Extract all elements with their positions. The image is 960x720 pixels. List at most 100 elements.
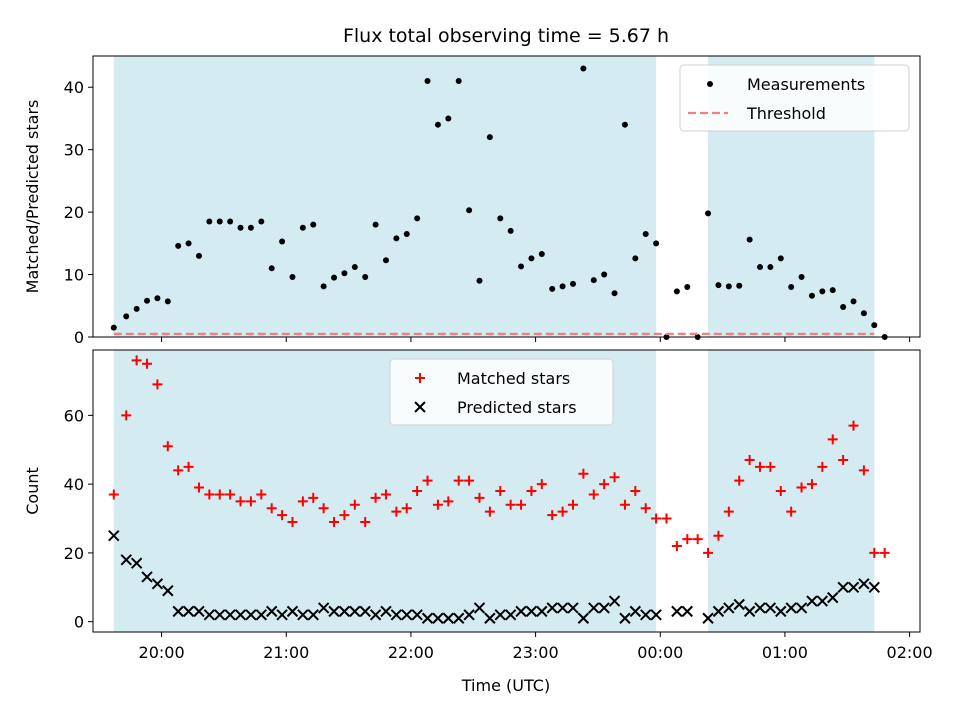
data-point [224,609,236,621]
data-point [268,265,275,272]
data-point [130,557,143,569]
data-point [443,496,454,507]
data-point [234,609,247,621]
data-point [403,230,410,237]
data-point [255,609,268,621]
data-point [640,503,651,514]
data-point [598,602,610,614]
legend-swatch [707,81,713,87]
data-point [455,77,462,84]
data-point [193,482,204,493]
data-point [307,609,319,621]
data-point [266,503,277,514]
data-point [764,602,777,614]
data-point [372,221,379,228]
data-point [401,609,413,621]
data-point [216,218,223,225]
data-point [504,609,517,621]
legend: Measurements Threshold [679,64,910,132]
data-point [547,510,558,521]
data-point [195,252,202,259]
series-predicted-stars [108,529,880,624]
data-point [422,475,433,486]
data-point [767,264,774,271]
data-point [237,224,244,231]
data-point [682,534,693,545]
data-point [837,581,849,594]
data-point [360,516,371,527]
shaded-interval [113,56,657,337]
data-point [391,506,402,517]
data-point [329,516,340,527]
data-point [299,224,306,231]
data-point [310,221,317,228]
data-point [549,285,556,292]
x-tick-label: 00:00 [637,643,683,662]
y-axis-label: Count [23,467,42,515]
data-point [653,240,660,247]
x-tick-label: 20:00 [139,643,185,662]
data-point [297,496,308,507]
data-point [175,242,182,249]
data-point [110,324,117,331]
data-point [227,218,234,225]
data-point [214,609,226,621]
data-point [785,602,797,614]
data-point [725,283,732,290]
legend-label: Predicted stars [457,398,577,417]
data-point [349,499,360,510]
data-point [463,609,475,621]
data-point [536,605,548,618]
data-point [817,461,828,472]
data-point [206,218,213,225]
data-point [497,215,504,222]
data-point [341,270,348,277]
data-point [743,605,756,618]
data-point [276,609,288,621]
data-point [712,605,725,618]
data-point [703,547,714,558]
data-point [788,284,795,291]
data-point [412,486,423,496]
data-point [390,609,403,621]
data-point [172,605,184,618]
data-point [380,605,392,618]
data-point [806,595,818,607]
data-point [671,605,683,618]
y-tick-label: 40 [64,78,84,97]
data-point [123,313,130,320]
legend-entry: Matched stars [415,369,570,388]
data-point [734,475,745,486]
data-point [258,218,265,225]
data-point [715,282,722,289]
data-point [630,486,641,496]
data-point [559,283,566,290]
data-point [225,489,236,500]
data-point [442,612,455,624]
legend-swatch [414,401,426,413]
data-point [141,571,153,583]
plot-frame [92,349,921,633]
data-point [705,210,712,217]
data-point [182,605,195,618]
data-point [775,486,786,496]
data-point [414,215,421,222]
data-point [858,465,869,476]
data-point [713,530,724,541]
data-point [827,434,838,445]
data-point [754,602,766,614]
data-point [733,598,745,611]
data-point [755,461,766,472]
data-point [484,506,495,517]
data-point [245,609,257,621]
y-tick-label: 0 [74,328,84,347]
x-tick-label: 02:00 [887,643,933,662]
data-point [349,605,361,618]
data-point [214,489,225,500]
data-point [684,284,691,291]
data-point [590,277,597,284]
data-point [757,264,764,271]
data-point [265,605,278,618]
data-point [247,224,254,231]
series-measurements [110,65,888,340]
